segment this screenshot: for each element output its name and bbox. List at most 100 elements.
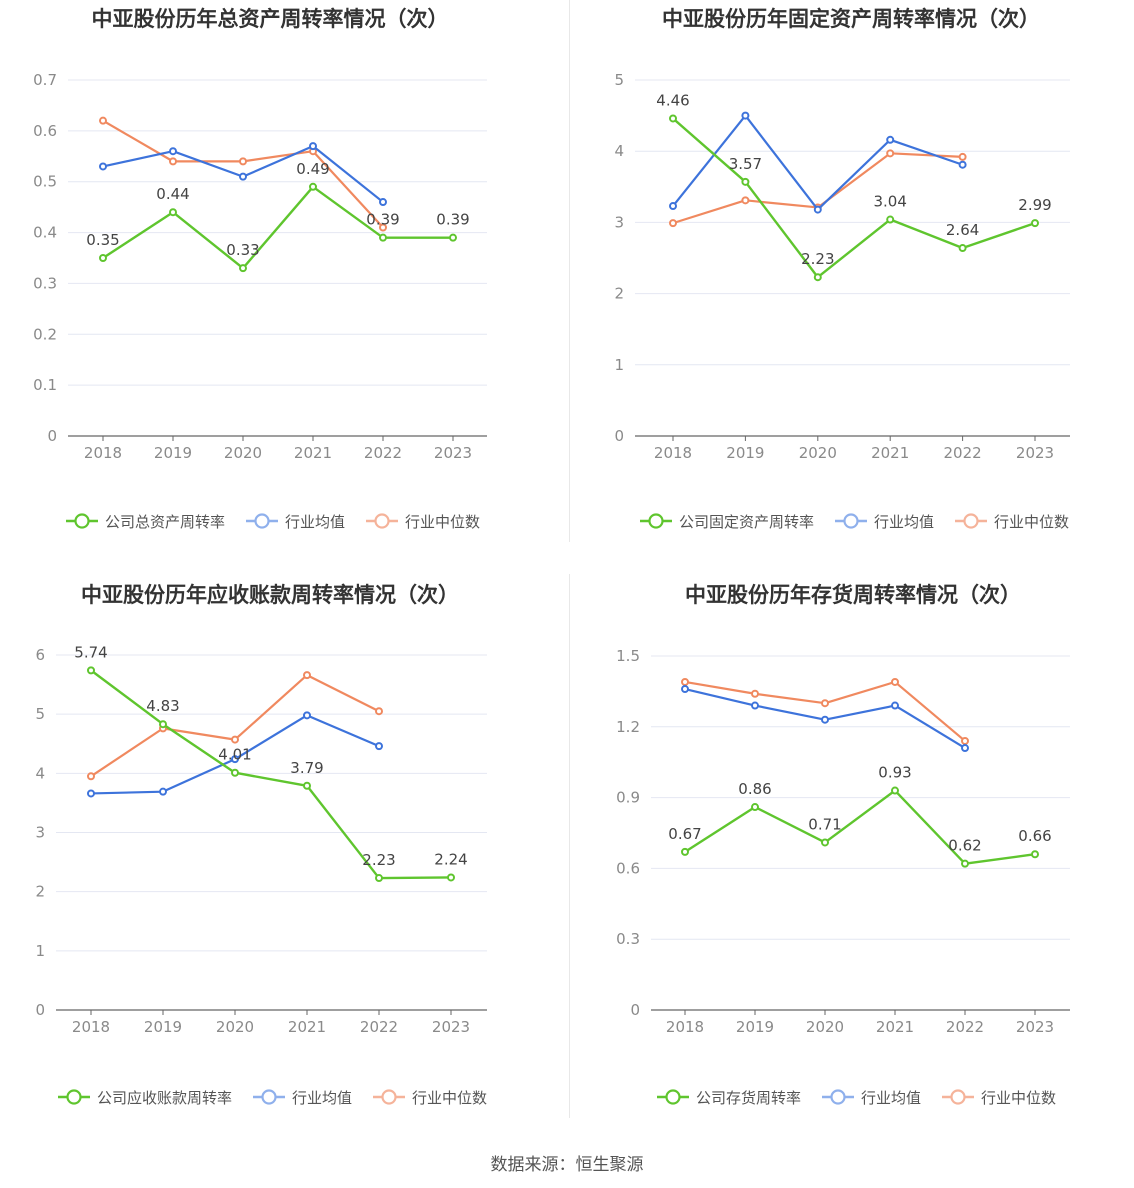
legend-label: 行业中位数 [412, 1089, 487, 1107]
data-point-median [961, 736, 969, 745]
y-tick-label: 4 [614, 142, 624, 160]
legend-circle-icon [74, 513, 90, 529]
data-point-average [99, 162, 107, 171]
x-tick-label: 2022 [946, 1018, 984, 1036]
data-point-company [87, 666, 95, 675]
legend-item-company[interactable]: 公司总资产周转率 [66, 513, 225, 531]
data-label: 0.39 [366, 211, 399, 229]
data-point-median [821, 699, 829, 708]
y-tick-label: 6 [35, 646, 45, 664]
data-point-median [751, 689, 759, 698]
x-tick-label: 2018 [666, 1018, 704, 1036]
data-point-average [821, 715, 829, 724]
legend-item-median[interactable]: 行业中位数 [942, 1089, 1056, 1107]
vertical-divider-top [569, 0, 570, 542]
data-point-median [958, 152, 967, 161]
legend-item-average[interactable]: 行业均值 [253, 1089, 352, 1107]
chart-svg: 中亚股份历年存货周转率情况（次） 0 0.3 0.6 0.9 1.2 1.5 2018 2019… [616, 583, 1070, 1107]
y-tick-label: 0.5 [33, 173, 57, 191]
y-tick-label: 0.4 [33, 224, 57, 242]
data-label: 0.67 [668, 825, 701, 843]
chart-title: 中亚股份历年总资产周转率情况（次） [92, 7, 449, 31]
series-line-company [90, 669, 452, 880]
legend-circle-icon [381, 1089, 397, 1105]
x-tick-label: 2021 [288, 1018, 326, 1036]
chart-title: 中亚股份历年存货周转率情况（次） [685, 583, 1021, 607]
legend-circle-icon [963, 513, 979, 529]
data-point-average [231, 755, 239, 764]
data-point-average [87, 789, 95, 798]
data-point-average [379, 198, 387, 207]
x-tick-label: 2019 [736, 1018, 774, 1036]
data-point-company [891, 786, 899, 795]
data-point-average [961, 744, 969, 753]
legend-item-median[interactable]: 行业中位数 [373, 1089, 487, 1107]
x-tick-label: 2018 [84, 444, 122, 462]
data-point-company [159, 720, 167, 729]
legend-item-company[interactable]: 公司存货周转率 [657, 1089, 801, 1107]
legend-item-average[interactable]: 行业均值 [835, 513, 934, 531]
data-point-company [303, 781, 311, 790]
x-tick-label: 2021 [876, 1018, 914, 1036]
y-tick-label: 1 [35, 942, 45, 960]
data-label: 3.79 [290, 759, 323, 777]
data-point-average [741, 111, 750, 120]
y-tick-label: 0 [614, 427, 624, 445]
y-tick-label: 0.2 [33, 325, 57, 343]
data-point-average [681, 685, 689, 694]
data-point-median [169, 157, 177, 166]
data-label: 3.04 [873, 193, 906, 211]
data-point-average [303, 711, 311, 720]
legend-item-average[interactable]: 行业均值 [246, 513, 345, 531]
x-tick-label: 2020 [806, 1018, 844, 1036]
data-point-median [99, 116, 107, 125]
data-point-median [87, 772, 95, 781]
data-point-company [449, 233, 457, 242]
inventory-turnover-chart: 中亚股份历年存货周转率情况（次） 0 0.3 0.6 0.9 1.2 1.5 2018 2019… [567, 574, 1134, 1148]
y-tick-label: 1.5 [616, 647, 640, 665]
legend-item-company[interactable]: 公司应收账款周转率 [58, 1089, 232, 1107]
data-label: 0.39 [436, 211, 469, 229]
data-point-average [891, 701, 899, 710]
data-label: 0.86 [738, 780, 771, 798]
data-label: 2.24 [434, 850, 467, 868]
data-label: 4.83 [146, 697, 179, 715]
data-point-median [375, 707, 383, 716]
data-point-company [958, 244, 967, 253]
chart-svg: 中亚股份历年应收账款周转率情况（次） 0 1 2 3 4 5 6 2018 2019 2020 202… [35, 583, 487, 1107]
data-label: 0.62 [948, 837, 981, 855]
chart-title: 中亚股份历年应收账款周转率情况（次） [81, 583, 459, 607]
data-point-median [681, 677, 689, 686]
legend-circle-icon [950, 1089, 966, 1105]
chart-svg: 中亚股份历年固定资产周转率情况（次） 0 1 2 3 4 5 2018 2019 2020 2021… [614, 7, 1070, 531]
data-point-company [447, 873, 455, 882]
legend-label: 行业中位数 [994, 513, 1069, 531]
y-tick-label: 0.9 [616, 789, 640, 807]
series-line-company [672, 117, 1036, 279]
data-point-company [239, 264, 247, 273]
data-point-median [891, 677, 899, 686]
data-point-company [681, 847, 689, 856]
data-point-company [821, 838, 829, 847]
x-tick-label: 2023 [434, 444, 472, 462]
series-line-company [684, 789, 1036, 865]
data-point-average [669, 202, 677, 211]
data-point-average [169, 147, 177, 156]
data-point-company [1031, 850, 1039, 859]
data-label: 0.93 [878, 764, 911, 782]
data-label: 3.57 [729, 155, 762, 173]
y-tick-label: 3 [35, 824, 45, 842]
x-tick-label: 2023 [1016, 444, 1054, 462]
legend-item-median[interactable]: 行业中位数 [955, 513, 1069, 531]
legend-item-company[interactable]: 公司固定资产周转率 [640, 513, 814, 531]
data-point-company [669, 114, 677, 123]
legend-item-average[interactable]: 行业均值 [822, 1089, 921, 1107]
data-point-average [239, 172, 247, 181]
y-tick-label: 4 [35, 764, 45, 782]
legend-label: 行业均值 [861, 1089, 921, 1107]
legend-item-median[interactable]: 行业中位数 [366, 513, 480, 531]
data-label: 2.23 [362, 851, 395, 869]
x-tick-label: 2019 [726, 444, 764, 462]
y-tick-label: 2 [614, 285, 624, 303]
legend-circle-icon [374, 513, 390, 529]
